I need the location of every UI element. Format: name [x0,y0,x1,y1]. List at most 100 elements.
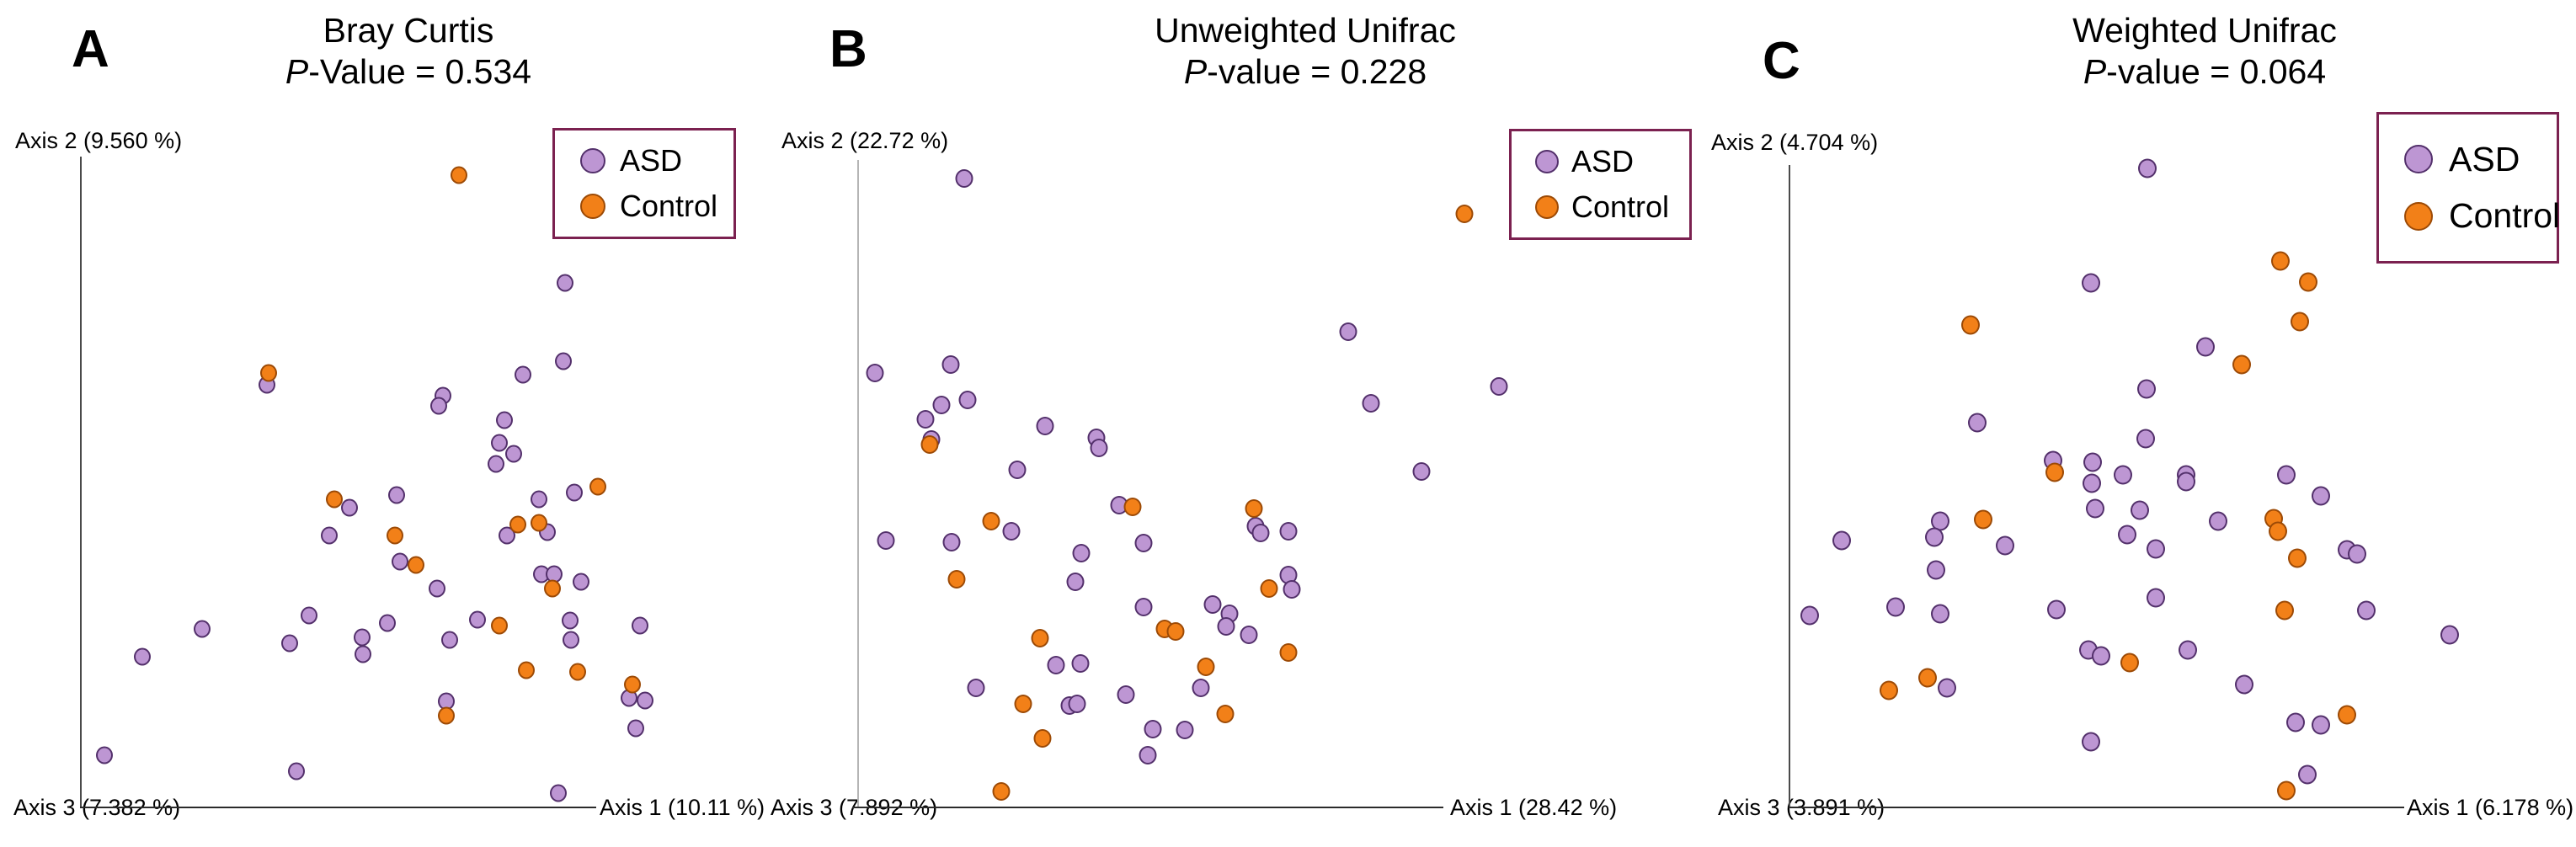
data-point-asd [2235,674,2253,695]
data-point-asd [469,610,486,629]
data-point-control [531,514,547,532]
control-marker-icon [2404,201,2433,231]
data-point-control [1455,205,1474,223]
data-point-asd [942,533,961,551]
data-point-asd [1886,597,1905,617]
data-point-asd [1117,685,1135,704]
data-point-control [2299,272,2317,292]
data-point-control [1197,658,1215,676]
axis2-label: Axis 2 (22.72 %) [781,128,949,153]
asd-marker-icon [580,148,605,174]
legend: ASD Control [2376,112,2560,264]
data-point-control [2288,548,2307,568]
data-point-control [408,556,424,574]
data-point-asd [2147,539,2165,559]
data-point-asd [1139,746,1157,764]
data-point-asd [967,679,985,697]
data-point-control [920,435,939,454]
data-point-asd [932,396,951,414]
data-point-asd [1240,626,1258,644]
data-point-asd [2277,465,2296,485]
p-value-text: -Value = 0.534 [308,52,532,91]
data-point-asd [1176,721,1194,739]
data-point-control [1260,579,1278,598]
data-point-asd [1938,678,1956,698]
data-point-asd [555,352,572,370]
y-axis-line [857,160,859,808]
data-point-control [2271,251,2290,271]
data-point-asd [2177,471,2195,492]
data-point-asd [1144,720,1162,738]
data-point-control [2291,312,2309,332]
data-point-asd [1192,679,1210,697]
data-point-asd [2138,158,2157,178]
data-point-asd [1925,527,1944,547]
x-axis-line [80,807,596,808]
data-point-control [1279,643,1298,662]
panel-letter: B [829,20,868,78]
data-point-control [438,706,455,725]
data-point-control [2120,653,2139,673]
asd-marker-icon [2404,145,2433,174]
data-point-asd [2118,525,2136,545]
data-point-control [2338,705,2356,725]
data-point-asd [562,611,579,630]
data-point-control [569,663,586,681]
data-point-asd [488,455,504,473]
data-point-asd [2312,715,2330,735]
data-point-asd [515,365,531,384]
y-axis-line [80,157,82,808]
data-point-asd [1134,598,1153,616]
data-point-asd [1251,524,1270,542]
data-point-asd [1072,544,1091,562]
data-point-control [387,526,403,545]
legend-item-control: Control [580,189,733,223]
data-point-asd [1068,695,1086,713]
data-point-asd [2312,486,2330,506]
panel-letter: C [1763,32,1801,90]
data-point-asd [96,746,113,764]
data-point-asd [1362,394,1380,413]
x-axis-line [1789,807,2404,808]
data-point-asd [2136,429,2155,449]
data-point-asd [1008,461,1027,479]
data-point-asd [637,691,653,710]
control-marker-icon [580,193,605,219]
data-point-control [982,512,1000,530]
data-point-control [947,570,966,589]
data-point-control [326,490,343,509]
p-symbol: P [1183,52,1208,91]
data-point-asd [566,483,583,502]
data-point-asd [2196,337,2215,357]
legend-item-asd: ASD [1535,145,1689,178]
data-point-control [1245,499,1263,518]
data-point-asd [388,486,405,504]
data-point-control [544,579,561,598]
p-value-text: -value = 0.228 [1207,52,1427,91]
data-point-asd [281,634,298,653]
data-point-control [2269,521,2287,541]
data-point-asd [379,614,396,632]
data-point-asd [632,616,648,635]
legend-label-asd: ASD [620,143,683,178]
data-point-control [1166,622,1185,641]
chart-title-line1: Weighted Unifrac [2072,11,2337,50]
data-point-asd [1283,580,1301,599]
data-point-asd [301,606,317,625]
axis2-label: Axis 2 (9.560 %) [15,128,183,153]
data-point-asd [1090,439,1108,457]
legend-label-asd: ASD [1571,144,1635,179]
data-point-control [1880,680,1898,701]
x-axis-line [852,807,1443,808]
axis1-label: Axis 1 (10.11 %) [600,795,765,820]
data-point-asd [550,784,567,802]
data-point-asd [531,490,547,509]
data-point-asd [1490,377,1508,396]
data-point-asd [2086,498,2104,519]
data-point-asd [2047,599,2066,620]
data-point-asd [2348,544,2366,564]
data-point-asd [573,573,589,591]
data-point-asd [134,647,151,666]
data-point-asd [2298,764,2317,785]
data-point-asd [496,411,513,429]
